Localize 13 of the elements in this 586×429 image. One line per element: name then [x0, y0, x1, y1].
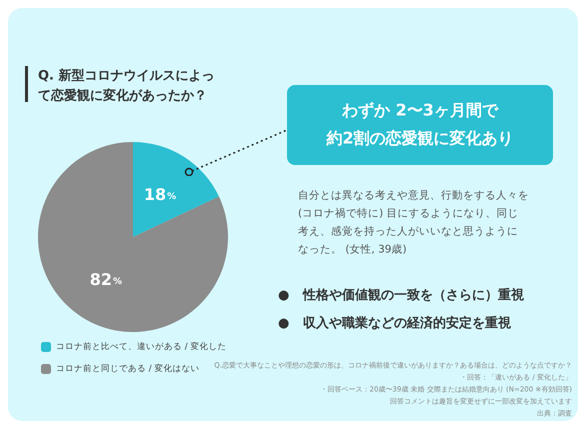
text: ● 性格や価値観の一致を（さらに）重視 [278, 287, 525, 303]
text: なった。 (女性, 39歳) [298, 242, 407, 256]
legend-label: コロナ前と同じである / 変化はない [56, 363, 200, 374]
text: 約2割の恋愛観に変化あり [325, 128, 514, 148]
data-label: 82% [90, 270, 122, 290]
text: ● 収入や職業などの経済的安定を重視 [278, 315, 512, 331]
text: わずか 2〜3ヶ月間で [341, 100, 499, 120]
chart-title: Q. 新型コロナウイルスによって恋愛観に変化があったか？ [38, 68, 215, 104]
text: 自分とは異なる考えや意見、行動をする人々を [298, 188, 529, 202]
legend-label: コロナ前と比べて、違いがある / 変化した [56, 341, 226, 352]
data-label: 18% [144, 184, 176, 204]
text: (コロナ禍で特に) 目にするようになり、同じ [298, 206, 519, 220]
text: 考え、感覚を持った人がいいなと思うように [298, 224, 518, 238]
